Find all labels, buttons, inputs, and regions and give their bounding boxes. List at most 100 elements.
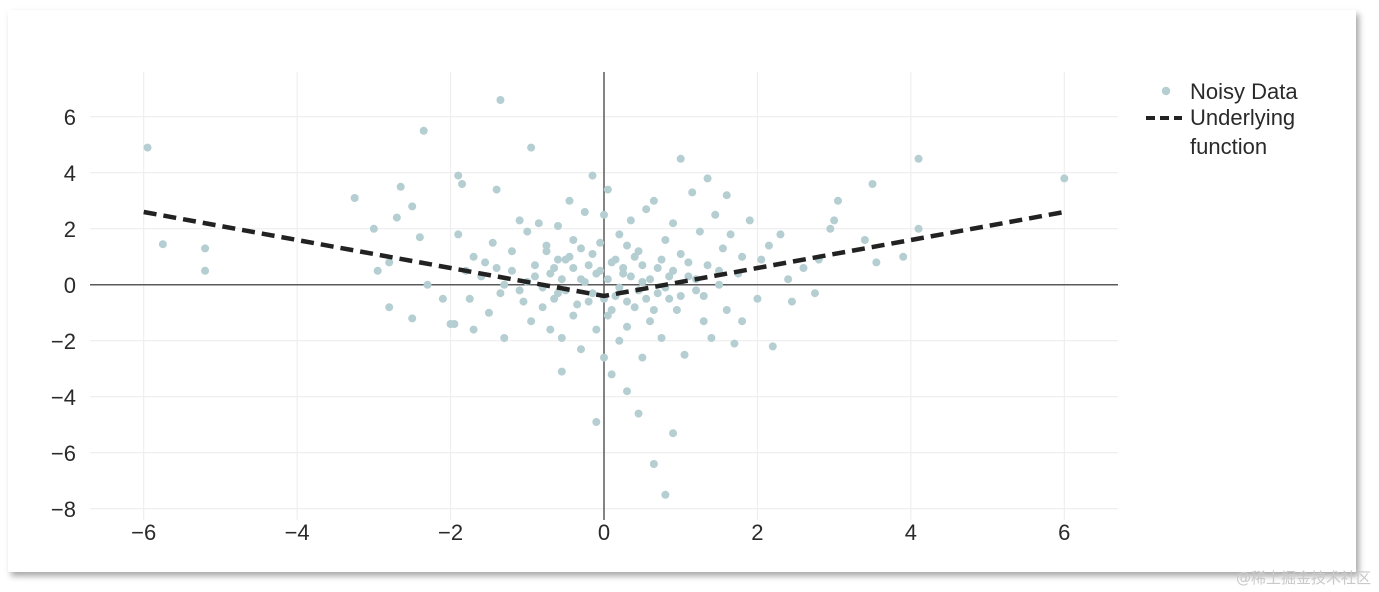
data-point [872, 258, 881, 267]
data-point [500, 280, 509, 289]
data-point [868, 180, 877, 188]
data-point [646, 317, 655, 326]
data-point [588, 289, 597, 298]
legend-label-underlying-1: Underlying [1190, 105, 1295, 130]
data-point [669, 219, 678, 228]
data-point [550, 294, 559, 303]
data-point [408, 314, 417, 323]
x-tick-label: 4 [905, 520, 917, 545]
y-tick-label: −4 [51, 385, 76, 410]
watermark: @稀土掘金技术社区 [1235, 569, 1371, 587]
data-point [726, 230, 735, 239]
x-tick-label: −4 [285, 520, 310, 545]
data-point [745, 216, 754, 225]
y-tick-label: −2 [51, 329, 76, 354]
data-point [484, 308, 493, 317]
data-point [738, 252, 747, 261]
legend-label-underlying-2: function [1190, 134, 1267, 159]
data-point [826, 224, 835, 233]
data-point [699, 317, 708, 326]
data-point [158, 240, 167, 249]
data-point [523, 227, 532, 236]
data-point [373, 266, 382, 275]
legend-marker-noisy-data [1161, 86, 1171, 96]
data-point [646, 275, 655, 284]
data-point [458, 180, 467, 188]
data-point [830, 216, 839, 225]
data-point [810, 289, 819, 298]
data-point [603, 311, 612, 320]
data-point [653, 264, 662, 272]
data-point [776, 230, 785, 239]
data-point [350, 194, 359, 202]
data-points [143, 96, 1069, 499]
data-point [553, 222, 562, 230]
data-point [638, 261, 647, 270]
chart-card [8, 10, 1356, 572]
y-tick-label: 6 [64, 105, 76, 130]
legend-label-noisy-data: Noisy Data [1190, 79, 1298, 104]
data-point [768, 342, 777, 351]
data-point [623, 387, 632, 396]
data-point [553, 289, 562, 298]
x-tick-label: 6 [1058, 520, 1070, 545]
underlying-function-line [143, 209, 1065, 299]
data-point [615, 230, 624, 239]
data-point [201, 244, 210, 253]
data-point [588, 171, 597, 180]
data-point [569, 311, 578, 320]
data-point [569, 264, 578, 272]
data-point [711, 210, 720, 219]
data-point [465, 294, 474, 303]
data-point [584, 297, 593, 306]
data-point [722, 306, 731, 314]
data-point [573, 300, 582, 309]
y-tick-label: 0 [64, 273, 76, 298]
data-point [676, 154, 685, 163]
x-tick-label: −6 [131, 520, 156, 545]
data-point [665, 272, 674, 281]
data-point [143, 143, 152, 152]
data-point [718, 244, 727, 253]
data-point [615, 336, 624, 345]
data-point [703, 261, 712, 270]
legend: Noisy Data Underlying function [1146, 79, 1298, 159]
data-point [469, 325, 478, 334]
data-point [600, 353, 608, 362]
data-point [592, 418, 601, 426]
data-point [676, 292, 685, 300]
data-point [588, 250, 597, 258]
data-point [500, 334, 509, 342]
data-point [623, 241, 632, 250]
data-point [638, 278, 647, 286]
data-point [492, 185, 501, 194]
data-point [596, 238, 605, 247]
data-point [657, 334, 666, 342]
data-point [534, 219, 543, 228]
data-point [669, 266, 678, 275]
data-point [492, 264, 501, 272]
data-point [507, 247, 516, 256]
data-point [661, 236, 670, 244]
data-point [665, 294, 674, 303]
data-point [396, 182, 405, 191]
data-point [649, 306, 658, 314]
data-point [649, 196, 658, 205]
data-point [684, 258, 693, 267]
data-point [619, 269, 628, 278]
data-point [603, 185, 612, 194]
data-point [611, 255, 620, 264]
data-point [542, 247, 551, 256]
data-point [496, 96, 505, 104]
data-point [419, 126, 428, 135]
data-point [722, 191, 731, 200]
data-point [603, 275, 612, 284]
y-tick-label: −8 [51, 497, 76, 522]
data-point [565, 252, 574, 261]
data-point [438, 294, 447, 303]
data-point [657, 255, 666, 264]
data-point [626, 216, 635, 225]
data-point [369, 224, 378, 233]
data-point [619, 264, 628, 272]
